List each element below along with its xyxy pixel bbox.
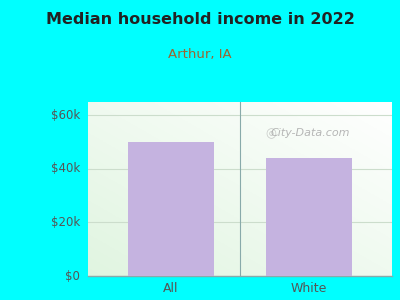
Text: $20k: $20k xyxy=(51,216,80,229)
Text: ◎: ◎ xyxy=(265,127,276,140)
Text: $0: $0 xyxy=(65,269,80,283)
Text: $60k: $60k xyxy=(51,109,80,122)
Text: Arthur, IA: Arthur, IA xyxy=(168,48,232,61)
Text: $40k: $40k xyxy=(51,162,80,176)
Text: City-Data.com: City-Data.com xyxy=(270,128,350,138)
Text: Median household income in 2022: Median household income in 2022 xyxy=(46,12,354,27)
Bar xyxy=(266,158,352,276)
Bar xyxy=(128,142,214,276)
